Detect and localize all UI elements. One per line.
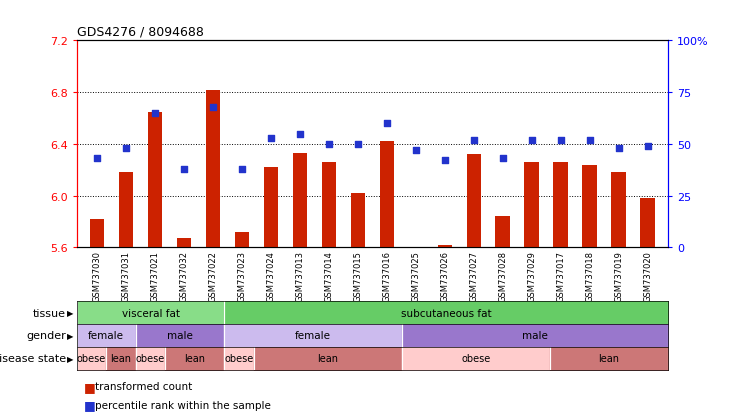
Point xyxy=(323,141,334,148)
Text: obese: obese xyxy=(225,353,254,363)
Text: obese: obese xyxy=(461,353,491,363)
Text: female: female xyxy=(88,330,124,341)
Bar xyxy=(466,155,481,248)
Text: lean: lean xyxy=(599,353,619,363)
Point xyxy=(381,121,393,127)
Text: obese: obese xyxy=(77,353,106,363)
Bar xyxy=(640,199,655,248)
Text: obese: obese xyxy=(136,353,165,363)
Bar xyxy=(119,173,133,248)
Bar xyxy=(612,173,626,248)
Point xyxy=(526,137,537,144)
Bar xyxy=(147,112,162,248)
Point xyxy=(439,158,450,164)
Point xyxy=(178,166,190,173)
Point xyxy=(149,110,161,117)
Text: visceral fat: visceral fat xyxy=(122,308,180,318)
Point xyxy=(497,156,509,162)
Text: ▶: ▶ xyxy=(66,354,73,363)
Point xyxy=(642,143,653,150)
Point xyxy=(207,104,219,111)
Point xyxy=(91,156,103,162)
Bar xyxy=(293,154,307,248)
Text: subcutaneous fat: subcutaneous fat xyxy=(401,308,491,318)
Bar xyxy=(206,90,220,248)
Bar xyxy=(437,245,452,248)
Point xyxy=(613,145,625,152)
Text: disease state: disease state xyxy=(0,353,66,363)
Text: ▶: ▶ xyxy=(66,309,73,317)
Text: transformed count: transformed count xyxy=(95,381,192,391)
Text: male: male xyxy=(167,330,193,341)
Point xyxy=(555,137,566,144)
Bar xyxy=(524,163,539,248)
Bar xyxy=(322,163,336,248)
Bar xyxy=(177,239,191,248)
Bar xyxy=(380,142,394,248)
Bar xyxy=(350,194,365,248)
Bar xyxy=(264,168,278,248)
Text: ▶: ▶ xyxy=(66,331,73,340)
Point xyxy=(468,137,480,144)
Point xyxy=(236,166,247,173)
Point xyxy=(352,141,364,148)
Point xyxy=(120,145,132,152)
Bar xyxy=(409,248,423,252)
Text: ■: ■ xyxy=(84,398,96,411)
Point xyxy=(410,147,422,154)
Bar xyxy=(553,163,568,248)
Point xyxy=(294,131,306,138)
Point xyxy=(265,135,277,142)
Text: gender: gender xyxy=(26,330,66,341)
Bar xyxy=(90,219,104,248)
Point xyxy=(584,137,596,144)
Text: lean: lean xyxy=(185,353,205,363)
Text: tissue: tissue xyxy=(33,308,66,318)
Text: lean: lean xyxy=(318,353,339,363)
Text: male: male xyxy=(522,330,548,341)
Bar xyxy=(583,165,597,248)
Text: percentile rank within the sample: percentile rank within the sample xyxy=(95,400,271,410)
Text: GDS4276 / 8094688: GDS4276 / 8094688 xyxy=(77,26,204,39)
Text: lean: lean xyxy=(110,353,131,363)
Bar xyxy=(234,232,249,248)
Bar xyxy=(496,217,510,248)
Text: ■: ■ xyxy=(84,380,96,393)
Text: female: female xyxy=(295,330,331,341)
